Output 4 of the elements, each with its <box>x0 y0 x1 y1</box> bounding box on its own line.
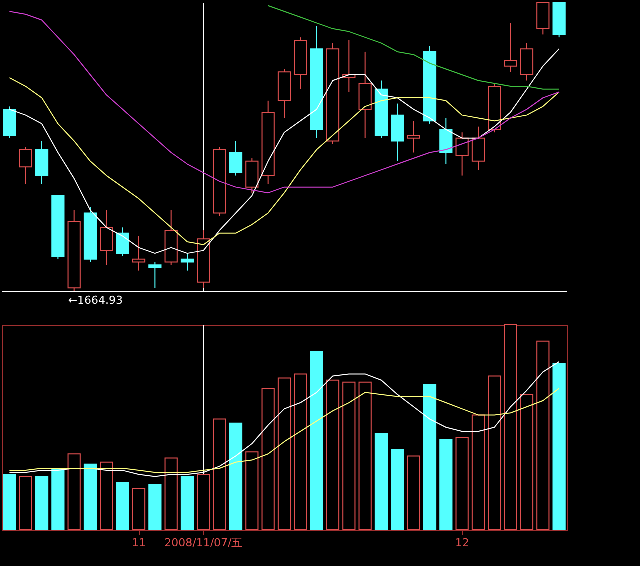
x-tick-label: 12 <box>455 536 470 550</box>
x-tick-label: 11 <box>132 536 146 550</box>
text: ←1664.93 <box>68 294 124 307</box>
x-tick-label: 2008/11/07/五 <box>164 536 243 550</box>
